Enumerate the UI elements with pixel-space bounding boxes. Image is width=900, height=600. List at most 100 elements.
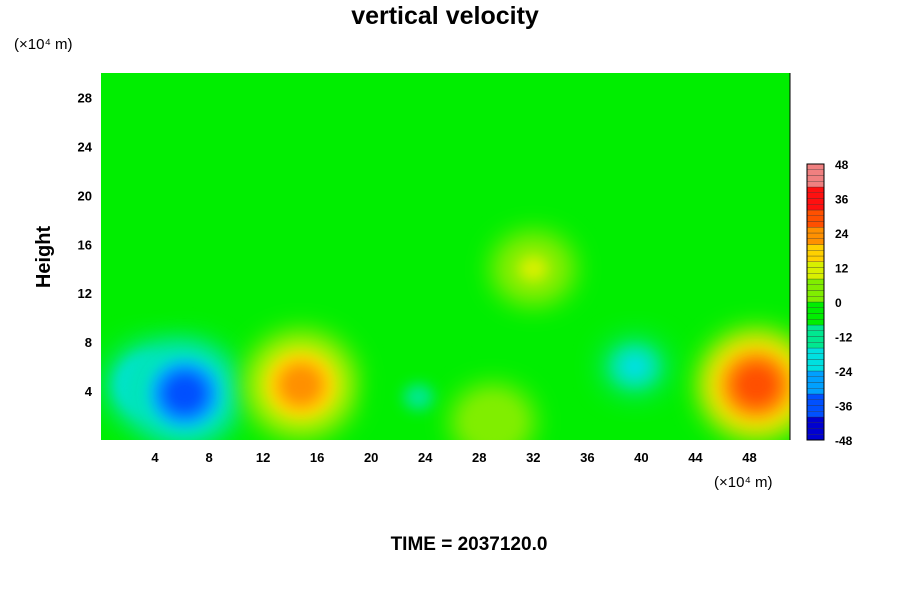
time-footer: TIME = 2037120.0 — [391, 534, 548, 555]
colorbar-swatch — [806, 376, 825, 383]
y-unit-label: (×10⁴ m) — [14, 36, 73, 53]
x-tick-label: 12 — [256, 450, 270, 465]
colorbar-swatch — [806, 359, 825, 366]
colorbar-swatch — [806, 186, 825, 193]
x-tick-label: 20 — [364, 450, 378, 465]
colorbar-swatch — [806, 336, 825, 343]
colorbar-swatches — [806, 163, 825, 441]
colorbar-swatch — [806, 411, 825, 418]
field-feature — [377, 362, 459, 433]
field-contour — [163, 373, 207, 414]
colorbar-swatch — [806, 215, 825, 222]
field-feature — [452, 386, 534, 440]
field-feature — [492, 233, 574, 304]
colorbar-swatch — [806, 353, 825, 360]
colorbar-swatch — [806, 278, 825, 285]
colorbar-swatch — [806, 405, 825, 412]
colorbar-swatch — [806, 204, 825, 211]
y-tick-label: 28 — [78, 90, 92, 105]
field-contour — [403, 383, 434, 411]
field-contour — [619, 353, 650, 380]
x-unit-label: (×10⁴ m) — [714, 474, 773, 491]
chart-title: vertical velocity — [351, 2, 539, 30]
field-contour — [279, 364, 323, 406]
field-contour — [734, 364, 778, 406]
field-feature — [699, 330, 790, 439]
colorbar-swatch — [806, 192, 825, 199]
y-tick-label: 24 — [78, 139, 93, 154]
x-tick-label: 16 — [310, 450, 324, 465]
x-tick-label: 48 — [742, 450, 756, 465]
colorbar-swatch — [806, 221, 825, 228]
colorbar-tick-label: -12 — [835, 331, 853, 345]
colorbar-swatch — [806, 273, 825, 280]
y-tick-label: 8 — [85, 335, 92, 350]
colorbar-swatch — [806, 365, 825, 372]
colorbar-swatch — [806, 261, 825, 268]
colorbar-swatch — [806, 181, 825, 188]
x-tick-label: 28 — [472, 450, 486, 465]
colorbar-swatch — [806, 399, 825, 406]
x-tick-labels: 4 8 12 16 20 24 28 32 36 40 44 48 — [151, 450, 756, 465]
colorbar-swatch — [806, 163, 825, 170]
colorbar-tick-label: -48 — [835, 434, 853, 448]
x-tick-label: 40 — [634, 450, 648, 465]
x-tick-label: 4 — [151, 450, 159, 465]
colorbar-swatch — [806, 416, 825, 423]
colorbar-swatch — [806, 244, 825, 251]
colorbar-swatch — [806, 232, 825, 239]
colorbar-tick-label: 36 — [835, 193, 849, 207]
colorbar-swatch — [806, 313, 825, 320]
colorbar-frame — [806, 163, 825, 441]
colorbar-swatch — [806, 342, 825, 349]
colorbar-swatch — [806, 330, 825, 337]
colorbar-swatch — [806, 227, 825, 234]
colorbar-swatch — [806, 290, 825, 297]
x-tick-label: 36 — [580, 450, 594, 465]
y-tick-label: 16 — [78, 237, 92, 252]
field-feature — [594, 331, 676, 402]
colorbar-tick-label: 0 — [835, 296, 842, 310]
colorbar-swatch — [806, 324, 825, 331]
colorbar-swatch — [806, 296, 825, 303]
colorbar-swatch — [806, 238, 825, 245]
colorbar-swatch — [806, 319, 825, 326]
field-contour — [477, 408, 509, 435]
colorbar-tick-label: -24 — [835, 365, 853, 379]
colorbar-swatch — [806, 388, 825, 395]
colorbar-tick-labels: 48 36 24 12 0 -12 -24 -36 -48 — [835, 158, 853, 448]
colorbar-swatch — [806, 434, 825, 441]
plot-area — [101, 73, 791, 440]
x-tick-label: 44 — [688, 450, 703, 465]
colorbar-swatch — [806, 347, 825, 354]
colorbar: 48 36 24 12 0 -12 -24 -36 -48 — [806, 158, 853, 448]
y-tick-labels: 4 8 12 16 20 24 28 — [78, 90, 93, 399]
colorbar-swatch — [806, 422, 825, 429]
colorbar-tick-label: 12 — [835, 262, 849, 276]
colorbar-tick-label: 48 — [835, 158, 849, 172]
colorbar-swatch — [806, 382, 825, 389]
colorbar-swatch — [806, 209, 825, 216]
y-axis-label: Height — [33, 226, 55, 289]
colorbar-swatch — [806, 175, 825, 182]
colorbar-swatch — [806, 267, 825, 274]
y-tick-label: 4 — [85, 384, 93, 399]
x-tick-label: 32 — [526, 450, 540, 465]
field-contour — [518, 255, 549, 282]
colorbar-swatch — [806, 307, 825, 314]
field-feature — [244, 330, 358, 439]
colorbar-swatch — [806, 370, 825, 377]
colorbar-swatch — [806, 198, 825, 205]
x-tick-label: 8 — [205, 450, 212, 465]
colorbar-swatch — [806, 169, 825, 176]
colorbar-tick-label: 24 — [835, 227, 849, 241]
colorbar-swatch — [806, 255, 825, 262]
x-tick-label: 24 — [418, 450, 433, 465]
colorbar-swatch — [806, 284, 825, 291]
y-tick-label: 12 — [78, 286, 92, 301]
field-feature — [128, 339, 242, 440]
velocity-field — [101, 233, 790, 440]
y-tick-label: 20 — [78, 188, 92, 203]
colorbar-swatch — [806, 428, 825, 435]
